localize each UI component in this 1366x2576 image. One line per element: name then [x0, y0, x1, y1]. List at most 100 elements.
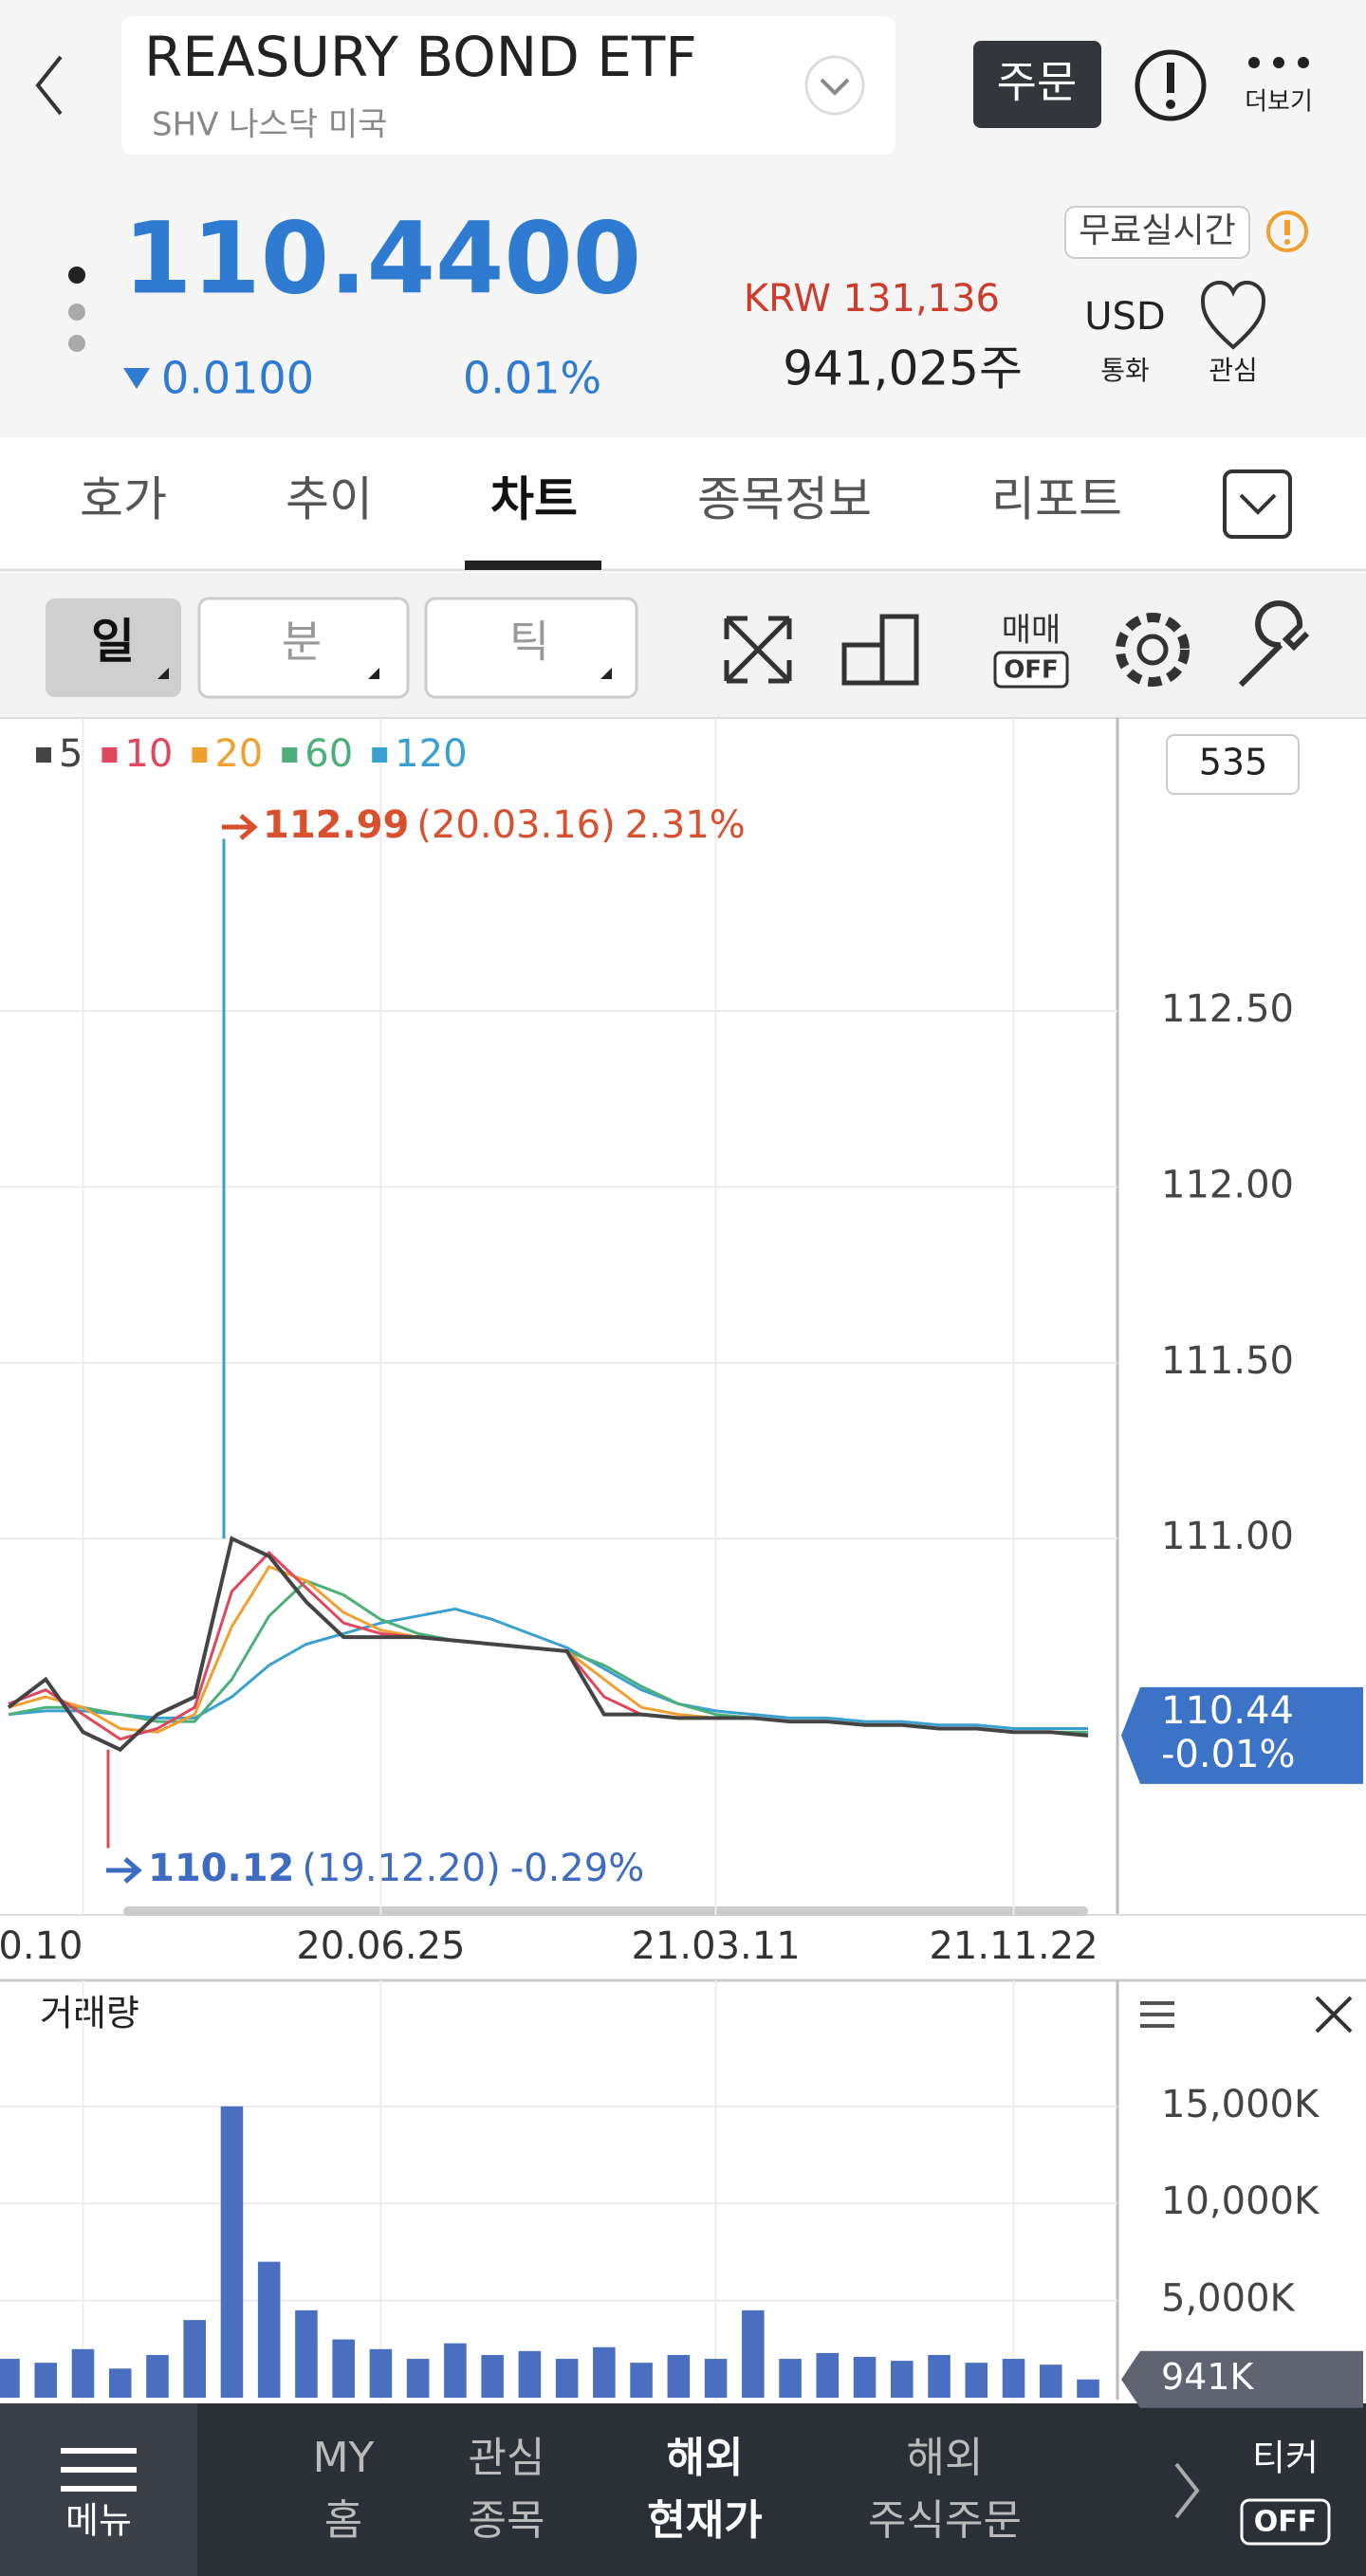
icon: [1116, 613, 1190, 687]
order-button[interactable]: [973, 41, 1101, 128]
alert-button[interactable]: [1135, 49, 1207, 121]
volume-bar: [146, 2354, 169, 2398]
chevron: [1239, 493, 1277, 515]
volume-bar: [704, 2359, 728, 2398]
settings-button[interactable]: [1116, 613, 1190, 687]
volume-bar: [0, 2359, 20, 2398]
trade-toggle[interactable]: [993, 651, 1069, 689]
volume-bar: [332, 2339, 355, 2398]
volume-bar: [183, 2320, 206, 2398]
legend-label: 60: [305, 732, 353, 776]
volume-bar: [965, 2363, 988, 2398]
y-tick-label: 5,000K: [1161, 2277, 1297, 2321]
high-pct: 2.31%: [625, 803, 746, 847]
volume-bar: [593, 2346, 616, 2398]
period-label: 틱: [509, 616, 549, 668]
currency: USD: [1084, 295, 1165, 339]
nav-line1[interactable]: 해외: [907, 2434, 984, 2482]
tab-underline: [465, 561, 601, 570]
legend-label: 10: [124, 732, 173, 776]
nav-line1[interactable]: MY: [313, 2434, 375, 2482]
change-pct: 0.01%: [463, 353, 601, 404]
fullscreen-button[interactable]: [724, 616, 792, 684]
layout-button[interactable]: [841, 614, 919, 686]
ticker-toggle[interactable]: [1240, 2498, 1331, 2546]
page-dot: [68, 335, 85, 352]
info-mark: [1284, 220, 1290, 235]
volume-bar: [71, 2348, 95, 2398]
volume-bar: [406, 2359, 430, 2398]
volume-title: 거래량: [40, 1993, 139, 2034]
tab[interactable]: 종목정보: [697, 472, 872, 527]
legend-label: 5: [59, 732, 83, 776]
dropdown-button[interactable]: [804, 55, 865, 116]
volume-menu[interactable]: [1140, 2001, 1174, 2028]
change: 0.0100: [161, 353, 314, 404]
realtime-info[interactable]: [1266, 211, 1308, 252]
volume-bar: [630, 2363, 653, 2398]
realtime-badge[interactable]: [1064, 206, 1250, 259]
low-pct: -0.29%: [510, 1847, 645, 1890]
volume-bar: [1002, 2359, 1025, 2398]
x-tick-label: 21.03.11: [632, 1924, 801, 1968]
nav-line2[interactable]: 현재가: [647, 2496, 762, 2545]
y-tick-label: 10,000K: [1161, 2180, 1320, 2223]
count-box: [1166, 734, 1300, 795]
tab-expand[interactable]: [1223, 469, 1292, 539]
volume-bar: [555, 2359, 579, 2398]
down-triangle: [123, 368, 150, 389]
nav-line2[interactable]: 홈: [324, 2496, 362, 2545]
tab[interactable]: 호가: [80, 472, 167, 527]
current-volume-badge: [1121, 2350, 1363, 2408]
scrollbar[interactable]: [123, 1906, 1088, 1916]
krw-price: KRW 131,136: [744, 277, 1000, 321]
volume-bar: [369, 2348, 393, 2398]
volume-bar: [518, 2350, 542, 2398]
nav-line2[interactable]: 종목: [469, 2496, 545, 2545]
tabs: 호가 추이 차트 종목정보 리포트: [80, 472, 1122, 527]
trade-state: OFF: [1004, 656, 1059, 685]
stock-title: REASURY BOND ETF: [144, 25, 697, 89]
nav-line2[interactable]: 주식주문: [868, 2496, 1022, 2545]
x-tick-label: 20.06.25: [296, 1924, 465, 1968]
tab[interactable]: 차트: [490, 472, 578, 527]
nav-line1[interactable]: 해외: [667, 2434, 744, 2482]
legend-swatch: [102, 747, 118, 763]
legend-label: 120: [395, 732, 467, 776]
watch-button[interactable]: [1200, 280, 1266, 350]
dot: [1248, 57, 1260, 68]
title-box[interactable]: [121, 16, 895, 155]
nav-next[interactable]: [1174, 2462, 1200, 2519]
y-tick-label: 112.00: [1161, 1163, 1294, 1206]
high-arrow: [222, 814, 258, 840]
period-day[interactable]: [46, 598, 181, 697]
tab[interactable]: 리포트: [991, 472, 1122, 527]
ma-line: [8, 1607, 1088, 1730]
volume-close[interactable]: [1315, 1996, 1353, 2033]
current-price-badge: [1121, 1686, 1363, 1784]
ticker-state: OFF: [1254, 2506, 1318, 2539]
more-button[interactable]: [1248, 57, 1309, 68]
volume-bar: [779, 2359, 802, 2398]
order-label: 주문: [997, 57, 1078, 108]
period-minute[interactable]: [197, 597, 410, 699]
y-tick-label: 15,000K: [1161, 2083, 1320, 2126]
ma-line: [8, 1550, 1089, 1741]
dot: [1273, 57, 1284, 68]
y-tick-label: 112.50: [1161, 987, 1294, 1031]
bottom-nav: [0, 2403, 1366, 2576]
stock-subtitle: SHV 나스닥 미국: [152, 106, 387, 144]
volume-bar: [1039, 2364, 1062, 2398]
price: 110.4400: [123, 200, 641, 316]
period-tick[interactable]: [424, 597, 638, 699]
x-tick-label: 21.11.22: [929, 1924, 1098, 1968]
legend-swatch: [192, 747, 208, 763]
corner: [157, 668, 169, 679]
legend-swatch: [36, 747, 51, 763]
volume-bar: [816, 2352, 840, 2398]
tab[interactable]: 추이: [286, 472, 373, 527]
nav-line1[interactable]: 관심: [469, 2434, 545, 2482]
back-button[interactable]: [35, 55, 63, 116]
tools-button[interactable]: [1238, 600, 1310, 688]
